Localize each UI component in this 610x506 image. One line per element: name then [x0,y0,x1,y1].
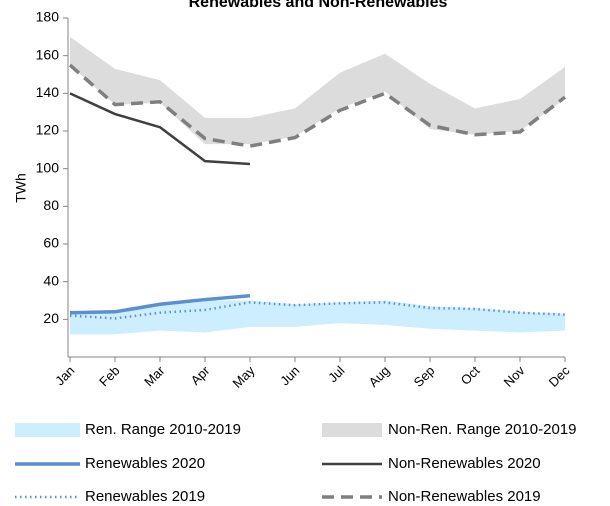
legend-label: Non-Renewables 2019 [388,488,541,505]
y-tick-label: 80 [43,197,59,213]
chart-title: Renewables and Non-Renewables [189,0,448,11]
range-band [70,36,565,145]
x-tick-label: Mar [141,362,168,389]
legend-swatch [322,423,382,437]
y-tick-label: 60 [43,235,59,251]
y-tick-label: 180 [36,9,60,25]
x-tick-label: Sep [411,363,438,390]
y-tick-label: 140 [36,84,60,100]
legend-label: Non-Ren. Range 2010-2019 [388,421,576,438]
x-tick-label: Oct [458,363,483,388]
series-line [68,63,567,148]
legend-swatch [15,423,80,437]
legend-label: Non-Renewables 2020 [388,455,541,472]
x-tick-label: Feb [96,363,122,389]
x-tick-label: Jan [52,363,77,388]
legend-label: Renewables 2019 [85,488,205,505]
legend-label: Ren. Range 2010-2019 [85,421,241,438]
legend-label: Renewables 2020 [85,455,205,472]
range-band [70,300,565,335]
y-tick-label: 120 [36,122,60,138]
x-tick-label: Apr [188,362,213,387]
x-tick-label: May [230,363,258,391]
plot [68,36,567,335]
x-tick-label: Jun [277,363,302,388]
y-tick-label: 20 [43,310,59,326]
series-line [69,294,251,315]
x-tick-label: Nov [501,363,528,390]
x-tick-label: Dec [546,363,573,390]
y-axis-label: TWh [13,173,29,203]
y-tick-label: 160 [36,46,60,62]
y-tick-label: 40 [43,272,59,288]
y-tick-label: 100 [36,159,60,175]
series-line [69,92,251,166]
x-tick-label: Aug [366,363,393,390]
x-tick-label: Jul [325,363,347,385]
